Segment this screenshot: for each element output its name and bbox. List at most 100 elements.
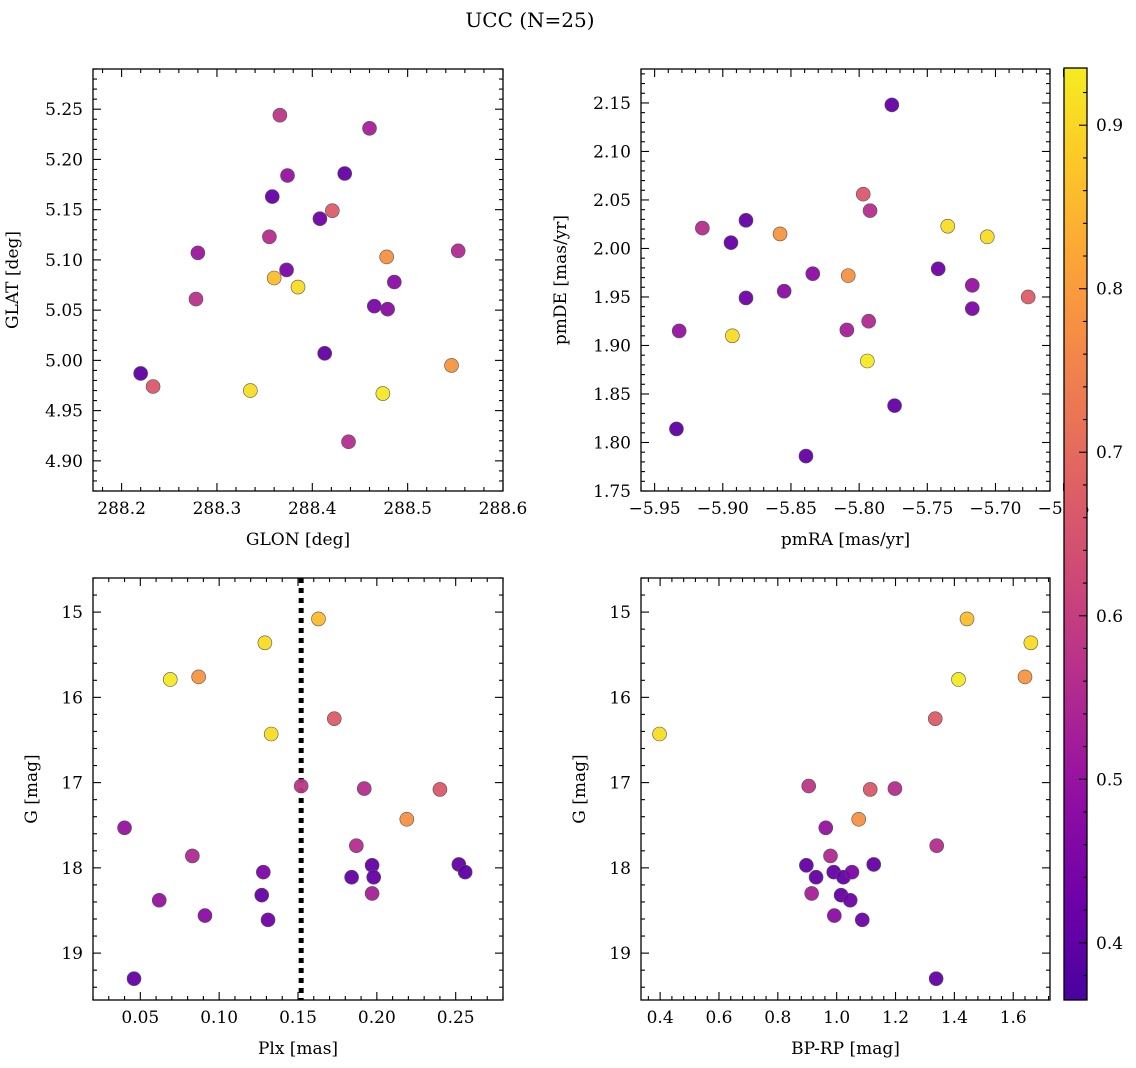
data-point [243, 383, 258, 398]
points-group [652, 611, 1039, 986]
data-point [349, 838, 364, 853]
data-point [356, 781, 372, 796]
data-point [776, 283, 792, 299]
x-tick-label: 0.6 [705, 1008, 732, 1028]
y-tick-label: 5.00 [45, 351, 83, 371]
data-point [652, 726, 667, 742]
data-point [341, 434, 356, 450]
data-point [257, 635, 273, 651]
data-point [380, 301, 395, 317]
data-point [264, 189, 280, 204]
data-point [457, 864, 473, 880]
y-tick-label: 19 [61, 944, 83, 964]
data-point [444, 358, 459, 373]
panel-glon-glat: 288.2 288.3 288.4 288.5 288.6 4.90 4.95 5.00 5.0… [3, 68, 528, 550]
data-point [951, 672, 966, 687]
y-tick-label: 4.90 [45, 452, 83, 472]
data-point [738, 290, 754, 306]
data-point [366, 869, 381, 885]
y-tick-label: 2.10 [593, 142, 631, 162]
y-tick-label: 17 [61, 774, 83, 794]
y-tick-label: 2.05 [593, 191, 631, 211]
points-group [133, 107, 466, 450]
y-axis-label: G [mag] [22, 754, 42, 823]
panels-layer: 288.2 288.3 288.4 288.5 288.6 4.90 4.95 5.00 5.0… [3, 68, 1090, 1059]
data-point [1020, 289, 1036, 305]
y-tick-label: 5.15 [45, 201, 83, 221]
data-point [772, 226, 788, 242]
data-point [804, 886, 819, 901]
data-point [823, 848, 838, 864]
data-point [798, 448, 814, 464]
points-group [117, 611, 473, 986]
data-point [272, 107, 288, 123]
data-point [364, 886, 380, 901]
x-tick-label: 288.3 [193, 499, 242, 519]
colorbar-frame [1063, 67, 1088, 1001]
x-tick-label: 288.6 [479, 499, 528, 519]
data-point [929, 838, 945, 853]
y-tick-label: 1.80 [593, 433, 631, 453]
data-point [290, 279, 306, 295]
x-tick-label: 0.8 [764, 1008, 791, 1028]
y-axis-label: G [mag] [570, 754, 590, 823]
data-point [256, 864, 271, 880]
x-tick-label: 288.5 [383, 499, 432, 519]
data-point [979, 229, 995, 245]
data-point [855, 186, 871, 202]
data-point [185, 848, 200, 864]
y-tick-label: 5.20 [45, 150, 83, 170]
data-point [844, 864, 860, 880]
data-point [964, 278, 980, 293]
data-point [293, 778, 309, 794]
colorbar-tick-label: 0.8 [1096, 280, 1123, 300]
points-group [669, 97, 1036, 464]
data-point [861, 313, 876, 329]
data-point [805, 266, 821, 281]
data-point [366, 298, 382, 314]
data-point [671, 323, 687, 339]
data-point [312, 211, 328, 227]
x-tick-label: 1.0 [823, 1008, 850, 1028]
data-point [266, 270, 282, 286]
y-tick-label: 5.05 [45, 301, 83, 321]
x-tick-label: 1.4 [941, 1008, 968, 1028]
data-point [317, 346, 332, 361]
data-point [362, 120, 377, 136]
data-point [263, 726, 279, 742]
y-tick-label: 15 [61, 603, 83, 623]
x-tick-label: −5.75 [901, 499, 953, 519]
data-point [190, 245, 206, 261]
panel-pmra-pmde: −5.95 −5.90 −5.85 −5.80 −5.75 −5.70 −5.651.751… [551, 68, 1090, 550]
data-point [799, 858, 814, 873]
colorbar-tick-label: 0.5 [1096, 770, 1123, 790]
data-point [887, 781, 903, 796]
data-point [695, 220, 710, 236]
data-point [344, 869, 359, 885]
y-tick-label: 17 [609, 774, 631, 794]
y-tick-label: 2.00 [593, 239, 631, 259]
data-point [191, 669, 206, 685]
data-point [862, 782, 878, 797]
panel-bprp-g: 0.4 0.6 0.8 1.0 1.2 1.4 1.6 15 16 17 18 19 BP-RP [ma… [570, 577, 1051, 1059]
data-point [1017, 669, 1033, 685]
data-point [337, 166, 353, 181]
data-point [808, 869, 824, 885]
colorbar-gradient [1064, 68, 1087, 1000]
x-axis-label: BP-RP [mag] [791, 1039, 900, 1059]
data-point [669, 421, 684, 437]
data-point [940, 218, 956, 234]
data-point [280, 168, 295, 183]
axes-frame [92, 577, 504, 1001]
x-tick-label: −5.95 [629, 499, 681, 519]
y-tick-label: 18 [609, 859, 631, 879]
data-point [887, 398, 902, 413]
x-tick-label: −5.80 [833, 499, 885, 519]
x-axis-label: pmRA [mas/yr] [781, 530, 910, 550]
data-point [827, 908, 842, 923]
data-point [840, 268, 856, 283]
x-tick-label: 0.4 [647, 1008, 674, 1028]
data-point [839, 322, 855, 338]
y-tick-label: 19 [609, 944, 631, 964]
data-point [197, 908, 213, 923]
